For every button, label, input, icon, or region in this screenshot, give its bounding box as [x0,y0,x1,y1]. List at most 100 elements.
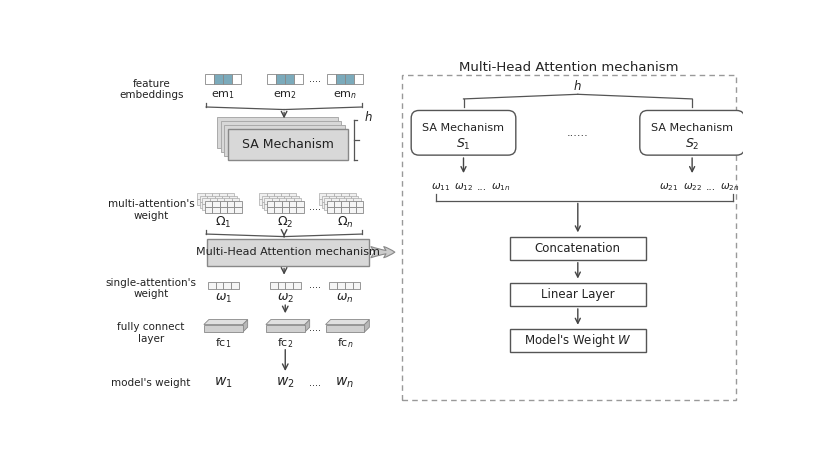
Bar [353,204,361,211]
Bar [345,74,354,84]
Bar [232,74,241,84]
Bar [279,198,286,204]
Bar [227,193,234,199]
Bar [210,204,217,211]
Text: $\omega_{22}$: $\omega_{22}$ [682,181,702,193]
Bar [269,202,276,208]
Bar [353,198,361,204]
Bar [229,202,237,208]
Bar [402,75,736,400]
Bar [269,196,276,202]
Bar [334,200,342,207]
Bar [296,200,304,207]
Bar [326,325,365,332]
Bar [342,199,348,206]
Text: em$_n$: em$_n$ [332,89,357,101]
Polygon shape [326,319,370,325]
Bar [332,204,339,211]
Bar [351,196,358,202]
Bar [200,202,207,208]
Bar [322,196,329,202]
Bar [344,196,351,202]
Bar [212,193,219,199]
Bar [228,129,348,160]
Bar [197,199,205,206]
Text: fc$_2$: fc$_2$ [277,336,294,350]
Bar [322,202,329,208]
Text: SA Mechanism: SA Mechanism [422,123,505,133]
Polygon shape [304,319,309,332]
Bar [277,282,285,289]
Bar [224,282,231,289]
Text: $S_1$: $S_1$ [456,137,471,152]
Bar [266,199,274,206]
Bar [324,198,332,204]
Bar [207,202,214,208]
Bar [212,199,219,206]
Bar [327,199,334,206]
Bar [351,202,358,208]
Bar [329,202,337,208]
Bar [262,196,269,202]
Bar [224,204,232,211]
Text: ....: .... [309,74,321,84]
Polygon shape [365,319,370,332]
Bar [219,199,227,206]
Bar [289,193,296,199]
Text: Multi-Head Attention mechanism: Multi-Head Attention mechanism [460,61,679,74]
Bar [327,193,334,199]
Text: $w_2$: $w_2$ [276,376,295,390]
Bar [327,74,336,84]
Bar [281,193,289,199]
Bar [262,202,269,208]
Bar [295,74,303,84]
Bar [349,207,356,213]
Bar [206,239,370,266]
Bar [219,193,227,199]
Text: $w_1$: $w_1$ [214,376,233,390]
Text: fc$_n$: fc$_n$ [337,336,353,350]
Bar [276,74,285,84]
Bar [319,193,327,199]
Bar [227,199,234,206]
Bar [218,117,337,148]
Bar [214,196,222,202]
Bar [339,204,346,211]
Bar [224,74,232,84]
Bar [327,200,334,207]
Bar [232,198,239,204]
Bar [205,200,212,207]
Bar [339,198,346,204]
Text: $\omega_{12}$: $\omega_{12}$ [454,181,473,193]
Bar [334,193,342,199]
Bar [337,282,345,289]
Text: $\omega_{1n}$: $\omega_{1n}$ [491,181,511,193]
Bar [352,282,361,289]
Bar [291,196,299,202]
Bar [281,200,289,207]
Bar [336,74,345,84]
Bar [354,74,363,84]
Bar [274,207,281,213]
Text: $\omega_{2n}$: $\omega_{2n}$ [719,181,739,193]
Bar [281,207,289,213]
Polygon shape [243,319,248,332]
Bar [279,204,286,211]
Text: $w_n$: $w_n$ [336,376,355,390]
Bar [266,207,274,213]
Bar [266,193,274,199]
Text: $\omega_{21}$: $\omega_{21}$ [659,181,678,193]
Bar [232,204,239,211]
Bar [214,74,224,84]
Text: fully connect
layer: fully connect layer [117,322,185,344]
Bar [271,198,279,204]
Bar [267,74,276,84]
FancyBboxPatch shape [640,111,744,155]
Bar [219,200,227,207]
Bar [289,199,296,206]
Bar [319,199,327,206]
Bar [289,200,296,207]
Bar [356,207,363,213]
Bar [205,74,215,84]
Bar [217,204,224,211]
